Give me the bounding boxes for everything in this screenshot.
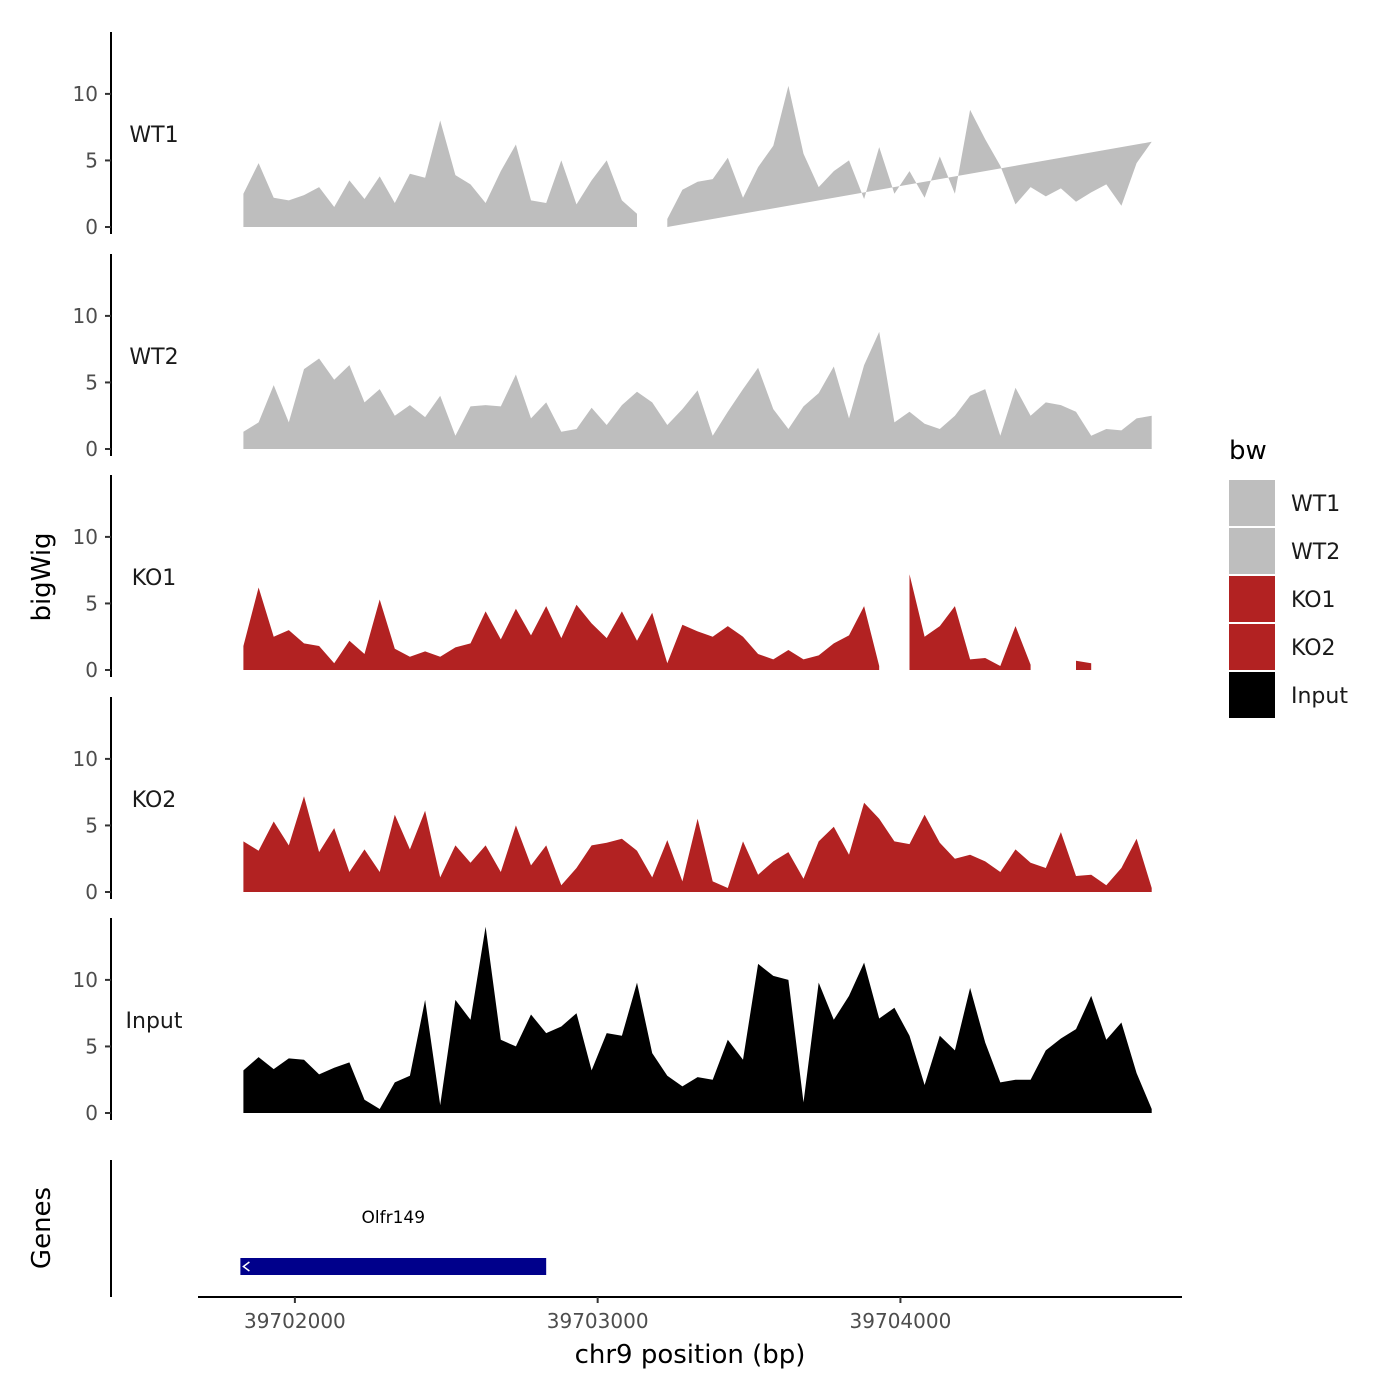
y-tick-label: 0: [85, 658, 98, 682]
track-ko1: 0 5 10 KO1: [73, 475, 1092, 682]
gene-marks: Olfr149: [240, 1208, 547, 1275]
legend-label: WT2: [1291, 540, 1340, 565]
legend-swatch: [1229, 528, 1275, 574]
y-tick-label: 5: [85, 813, 98, 837]
track-label: KO2: [132, 788, 177, 813]
y-tick-label: 10: [73, 968, 98, 992]
y-tick-label: 10: [73, 747, 98, 771]
y-tick-label: 0: [85, 215, 98, 239]
y-tick-label: 5: [85, 591, 98, 615]
genes-panel: Genes Olfr149: [27, 1160, 547, 1297]
track-label: KO1: [132, 566, 177, 591]
legend-swatch: [1229, 576, 1275, 622]
x-axis-title: chr9 position (bp): [575, 1340, 806, 1370]
signal-area-wt2: [243, 331, 1152, 449]
signal-area-ko1: [909, 574, 1031, 670]
y-axis-title: bigWig: [27, 532, 57, 621]
x-tick-label: 39703000: [547, 1309, 649, 1333]
track-label: Input: [126, 1009, 183, 1034]
signal-area-wt1: [667, 85, 1152, 228]
signal-area-ko1: [1076, 660, 1092, 670]
legend-label: WT1: [1291, 492, 1340, 517]
x-ticks: 39702000 39703000 39704000: [244, 1297, 951, 1333]
y-tick-label: 10: [73, 82, 98, 106]
legend-label: KO1: [1291, 588, 1336, 613]
track-wt1: 0 5 10 WT1: [73, 32, 1152, 239]
gene-label: Olfr149: [362, 1208, 426, 1228]
signal-area-ko1: [243, 587, 880, 670]
legend-items: WT1 WT2 KO1 KO2 Input: [1229, 480, 1348, 718]
track-wt2: 0 5 10 WT2: [73, 254, 1152, 461]
track-label: WT1: [129, 123, 178, 148]
signal-area-wt1: [243, 120, 637, 227]
legend: bw WT1 WT2 KO1 KO2 Input: [1229, 436, 1348, 718]
legend-swatch: [1229, 480, 1275, 526]
track-ko2: 0 5 10 KO2: [73, 697, 1152, 904]
y-tick-label: 5: [85, 148, 98, 172]
y-tick-label: 0: [85, 437, 98, 461]
legend-title: bw: [1229, 436, 1267, 466]
x-tick-label: 39702000: [244, 1309, 346, 1333]
track-panels: 0 5 10 WT1 0 5 10 WT2 0 5 10 KO1 0 5 10 KO2 0 5 10 Input: [73, 32, 1152, 1125]
x-tick-label: 39704000: [850, 1309, 952, 1333]
signal-area-ko2: [243, 796, 1152, 892]
legend-swatch: [1229, 624, 1275, 670]
track-input: 0 5 10 Input: [73, 918, 1152, 1125]
genes-panel-label: Genes: [27, 1187, 57, 1269]
y-tick-label: 0: [85, 880, 98, 904]
gene-strand-arrow: [242, 1261, 250, 1272]
track-label: WT2: [129, 345, 178, 370]
legend-swatch: [1229, 672, 1275, 718]
y-tick-label: 10: [73, 304, 98, 328]
y-tick-label: 5: [85, 1034, 98, 1058]
gene-bar: [240, 1258, 547, 1275]
legend-label: KO2: [1291, 636, 1336, 661]
signal-area-input: [243, 926, 1152, 1113]
y-tick-label: 10: [73, 525, 98, 549]
y-tick-label: 5: [85, 370, 98, 394]
legend-label: Input: [1291, 684, 1348, 709]
y-tick-label: 0: [85, 1101, 98, 1125]
x-axis: 39702000 39703000 39704000 chr9 position (…: [198, 1296, 1182, 1370]
